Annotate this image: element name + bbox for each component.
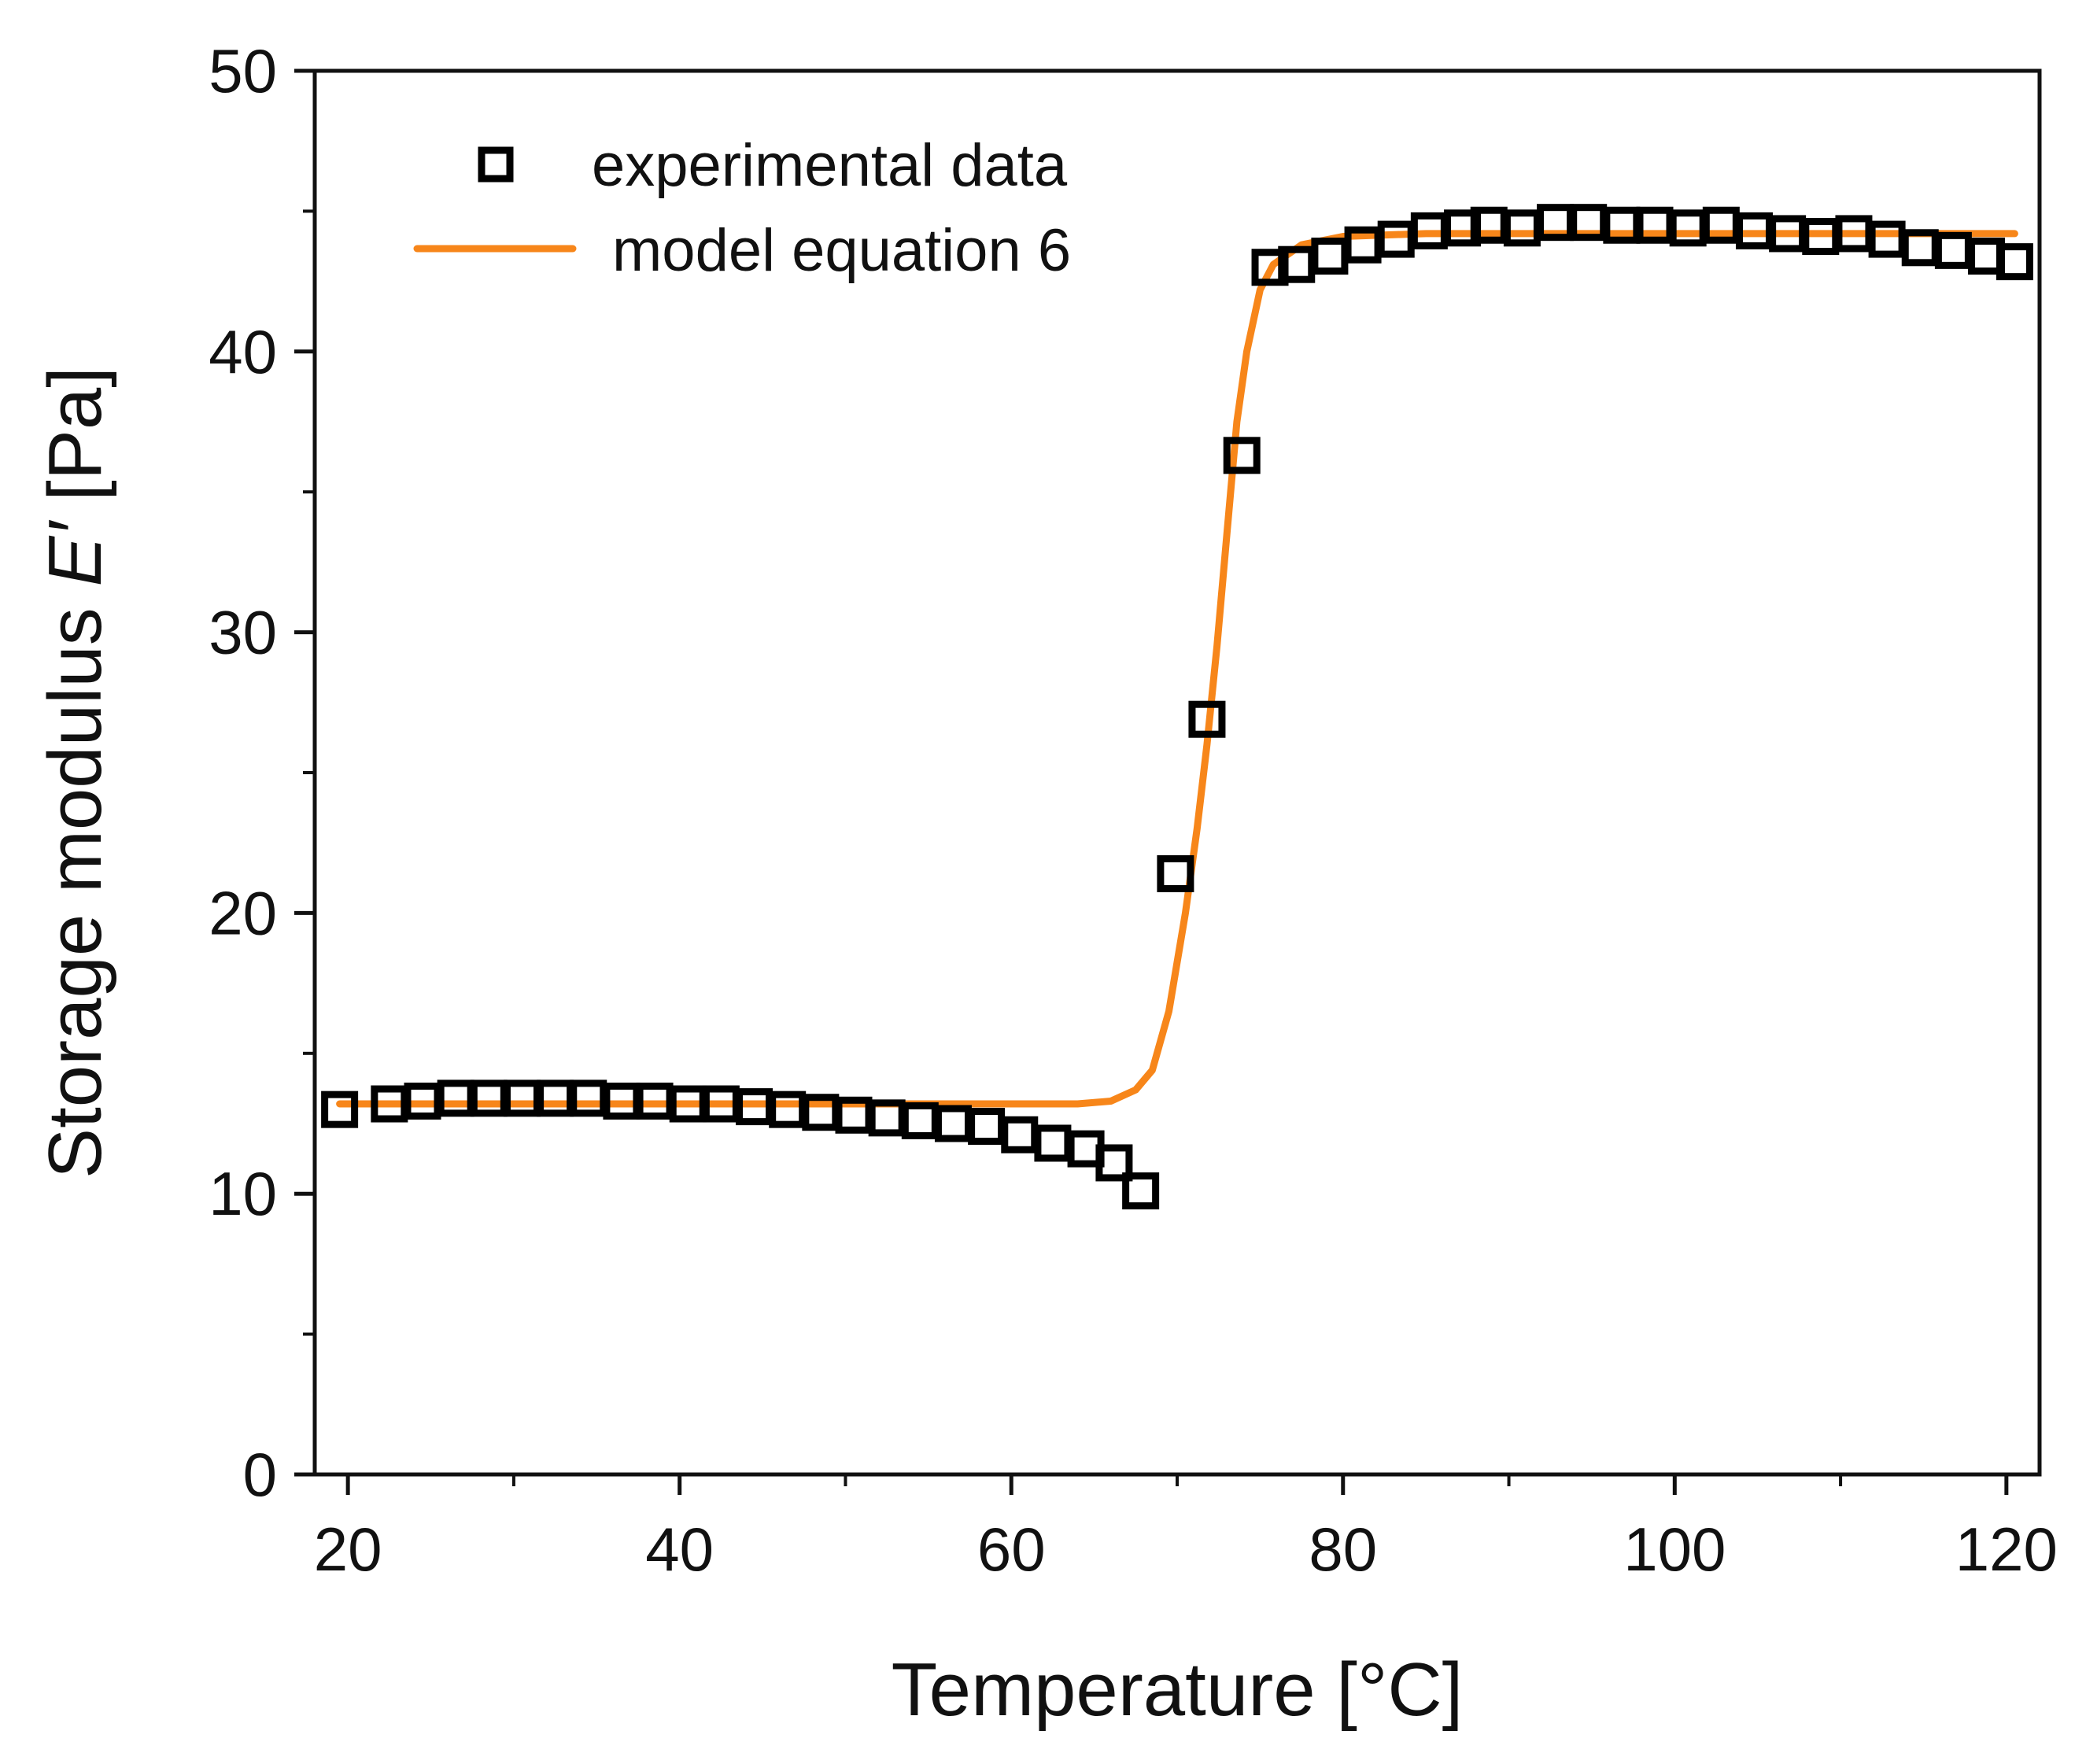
experimental-markers bbox=[321, 204, 2033, 1210]
tick-labels: 20 40 60 80 100 120 0 10 20 30 40 50 bbox=[209, 36, 2058, 1584]
y-tick-label: 30 bbox=[209, 598, 277, 667]
legend-label-model: model equation 6 bbox=[612, 217, 1071, 284]
experimental-marker bbox=[1996, 243, 2033, 281]
legend: experimental data model equation 6 bbox=[413, 132, 1071, 284]
y-tick-label: 50 bbox=[209, 36, 277, 105]
experimental-marker bbox=[1122, 1172, 1160, 1210]
y-axis-title: Storage modulus E′ [Pa] bbox=[33, 367, 117, 1179]
x-tick-label: 100 bbox=[1623, 1515, 1726, 1584]
experimental-marker bbox=[1223, 437, 1261, 474]
y-axis-title-prefix: Storage modulus bbox=[33, 587, 117, 1179]
tick-marks bbox=[294, 68, 2009, 1495]
experimental-marker bbox=[1095, 1144, 1133, 1182]
y-tick-label: 40 bbox=[209, 317, 277, 386]
x-axis-title: Temperature [°C] bbox=[892, 1648, 1464, 1732]
legend-marker-experimental bbox=[478, 146, 514, 183]
y-axis-title-suffix: [Pa] bbox=[33, 367, 117, 522]
x-tick-label: 20 bbox=[314, 1515, 382, 1584]
experimental-marker bbox=[321, 1091, 359, 1128]
experimental-marker bbox=[1157, 854, 1194, 892]
legend-label-experimental: experimental data bbox=[592, 132, 1068, 199]
plot-area bbox=[321, 204, 2033, 1210]
y-tick-label: 20 bbox=[209, 878, 277, 947]
x-tick-label: 40 bbox=[645, 1515, 714, 1584]
y-tick-label: 10 bbox=[209, 1159, 277, 1228]
y-tick-label: 0 bbox=[243, 1440, 277, 1509]
y-axis-title-symbol: E′ bbox=[33, 519, 117, 586]
experimental-marker bbox=[1188, 700, 1226, 738]
x-tick-label: 120 bbox=[1955, 1515, 2058, 1584]
x-tick-label: 80 bbox=[1309, 1515, 1377, 1584]
x-tick-label: 60 bbox=[977, 1515, 1046, 1584]
